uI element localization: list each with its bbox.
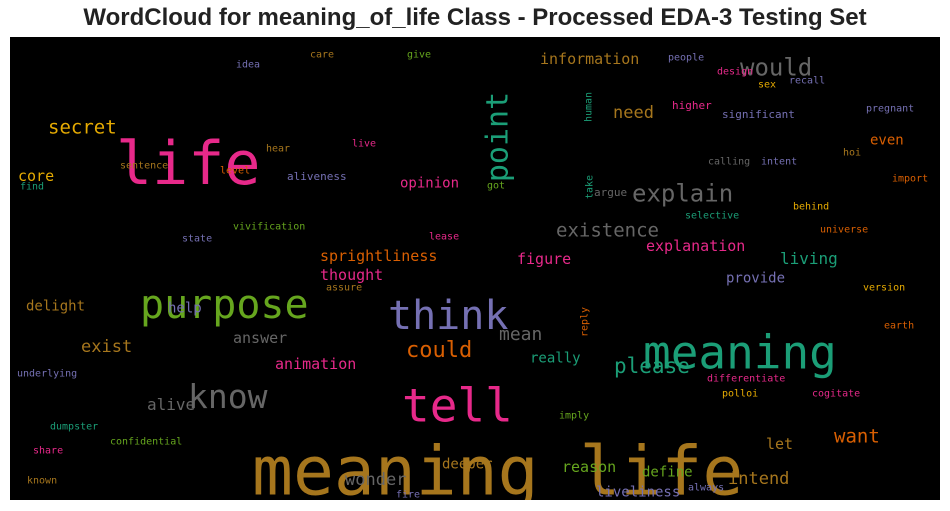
wordcloud-word: core bbox=[18, 167, 54, 185]
wordcloud-word: calling bbox=[708, 156, 750, 167]
wordcloud-word: confidential bbox=[110, 436, 182, 447]
wordcloud-word: dumpster bbox=[50, 421, 98, 432]
wordcloud-word: living bbox=[780, 249, 838, 268]
wordcloud-word: existence bbox=[556, 220, 659, 242]
wordcloud-word: pregnant bbox=[866, 103, 914, 114]
wordcloud-word: recall bbox=[789, 75, 825, 86]
wordcloud-word: opinion bbox=[400, 176, 459, 192]
wordcloud-word: mean bbox=[499, 324, 542, 345]
wordcloud-word: could bbox=[406, 338, 472, 363]
wordcloud-word: wonder bbox=[345, 470, 406, 490]
wordcloud-word: delight bbox=[26, 299, 85, 315]
wordcloud-word: take bbox=[584, 175, 595, 199]
wordcloud-word: tell bbox=[402, 378, 513, 432]
wordcloud-word: imply bbox=[559, 410, 589, 421]
wordcloud-word: answer bbox=[233, 329, 287, 347]
wordcloud-word: thought bbox=[320, 266, 383, 284]
wordcloud-word: intend bbox=[728, 469, 789, 489]
wordcloud-word: got bbox=[487, 180, 505, 191]
wordcloud-word: fire bbox=[396, 489, 420, 500]
wordcloud-word: animation bbox=[275, 355, 356, 373]
wordcloud-word: sprightliness bbox=[320, 247, 437, 265]
wordcloud-word: explain bbox=[632, 180, 733, 208]
wordcloud-word: define bbox=[642, 465, 693, 481]
wordcloud-word: share bbox=[33, 445, 63, 456]
wordcloud-word: exist bbox=[81, 337, 132, 357]
wordcloud-word: higher bbox=[672, 99, 712, 112]
wordcloud-word: earth bbox=[884, 320, 914, 331]
wordcloud-word: help bbox=[168, 301, 202, 317]
wordcloud-word: polloi bbox=[722, 388, 758, 399]
wordcloud-word: always bbox=[688, 482, 724, 493]
wordcloud-word: please bbox=[614, 354, 690, 378]
wordcloud-word: selective bbox=[685, 210, 739, 221]
wordcloud-word: idea bbox=[236, 59, 260, 70]
wordcloud-word: differentiate bbox=[707, 373, 785, 384]
wordcloud-word: liveliness bbox=[596, 485, 680, 500]
wordcloud-word: vivification bbox=[233, 221, 305, 232]
chart-title: WordCloud for meaning_of_life Class - Pr… bbox=[83, 4, 867, 31]
wordcloud-word: find bbox=[20, 181, 44, 192]
wordcloud-word: import bbox=[892, 173, 928, 184]
wordcloud-word: alive bbox=[147, 395, 195, 414]
wordcloud-word: level bbox=[220, 165, 250, 176]
wordcloud-word: purpose bbox=[140, 282, 309, 328]
wordcloud-word: would bbox=[740, 54, 812, 82]
wordcloud-word: reason bbox=[562, 458, 616, 476]
wordcloud-word: universe bbox=[820, 224, 868, 235]
wordcloud-word: intent bbox=[761, 156, 797, 167]
wordcloud-word: human bbox=[583, 92, 594, 122]
wordcloud-word: behind bbox=[793, 201, 829, 212]
wordcloud-word: care bbox=[310, 49, 334, 60]
wordcloud-word: state bbox=[182, 233, 212, 244]
wordcloud-word: underlying bbox=[17, 368, 77, 379]
wordcloud-word: known bbox=[27, 475, 57, 486]
wordcloud-word: people bbox=[668, 52, 704, 63]
wordcloud-word: sentence bbox=[120, 160, 168, 171]
wordcloud-word: secret bbox=[48, 117, 117, 139]
wordcloud-word: know bbox=[188, 377, 268, 416]
wordcloud-word: lease bbox=[429, 231, 459, 242]
wordcloud-word: version bbox=[863, 282, 905, 293]
wordcloud-word: hear bbox=[266, 143, 290, 154]
wordcloud-word: point bbox=[481, 92, 516, 182]
wordcloud-word: meaning bbox=[643, 325, 837, 379]
wordcloud-word: design bbox=[717, 66, 753, 77]
wordcloud-word: cogitate bbox=[812, 388, 860, 399]
wordcloud-word: let bbox=[766, 435, 793, 453]
wordcloud-svg: meaning life life purpose think tell meaning k… bbox=[17, 49, 928, 500]
wordcloud-word: explanation bbox=[646, 237, 745, 255]
wordcloud-word: hoi bbox=[843, 147, 861, 158]
wordcloud-canvas: meaning life life purpose think tell meaning k… bbox=[10, 37, 940, 500]
wordcloud-word: meaning life bbox=[252, 433, 743, 500]
wordcloud-word: give bbox=[407, 49, 431, 60]
wordcloud-word: think bbox=[388, 293, 508, 339]
wordcloud-word: want bbox=[834, 426, 880, 448]
wordcloud-word: argue bbox=[594, 186, 627, 199]
wordcloud-word: really bbox=[530, 351, 581, 367]
wordcloud-word: assure bbox=[326, 282, 362, 293]
wordcloud-word: figure bbox=[517, 250, 571, 268]
wordcloud-word: need bbox=[613, 103, 654, 123]
wordcloud-word: significant bbox=[722, 108, 795, 121]
wordcloud-word: life bbox=[116, 129, 261, 199]
wordcloud-word: live bbox=[352, 138, 376, 149]
wordcloud-word: sex bbox=[758, 79, 776, 90]
wordcloud-word: deeper bbox=[442, 457, 493, 473]
wordcloud-word: reply bbox=[579, 307, 590, 337]
wordcloud-word: provide bbox=[726, 271, 785, 287]
wordcloud-word: even bbox=[870, 133, 904, 149]
wordcloud-word: information bbox=[540, 50, 639, 68]
wordcloud-word: aliveness bbox=[287, 170, 347, 183]
